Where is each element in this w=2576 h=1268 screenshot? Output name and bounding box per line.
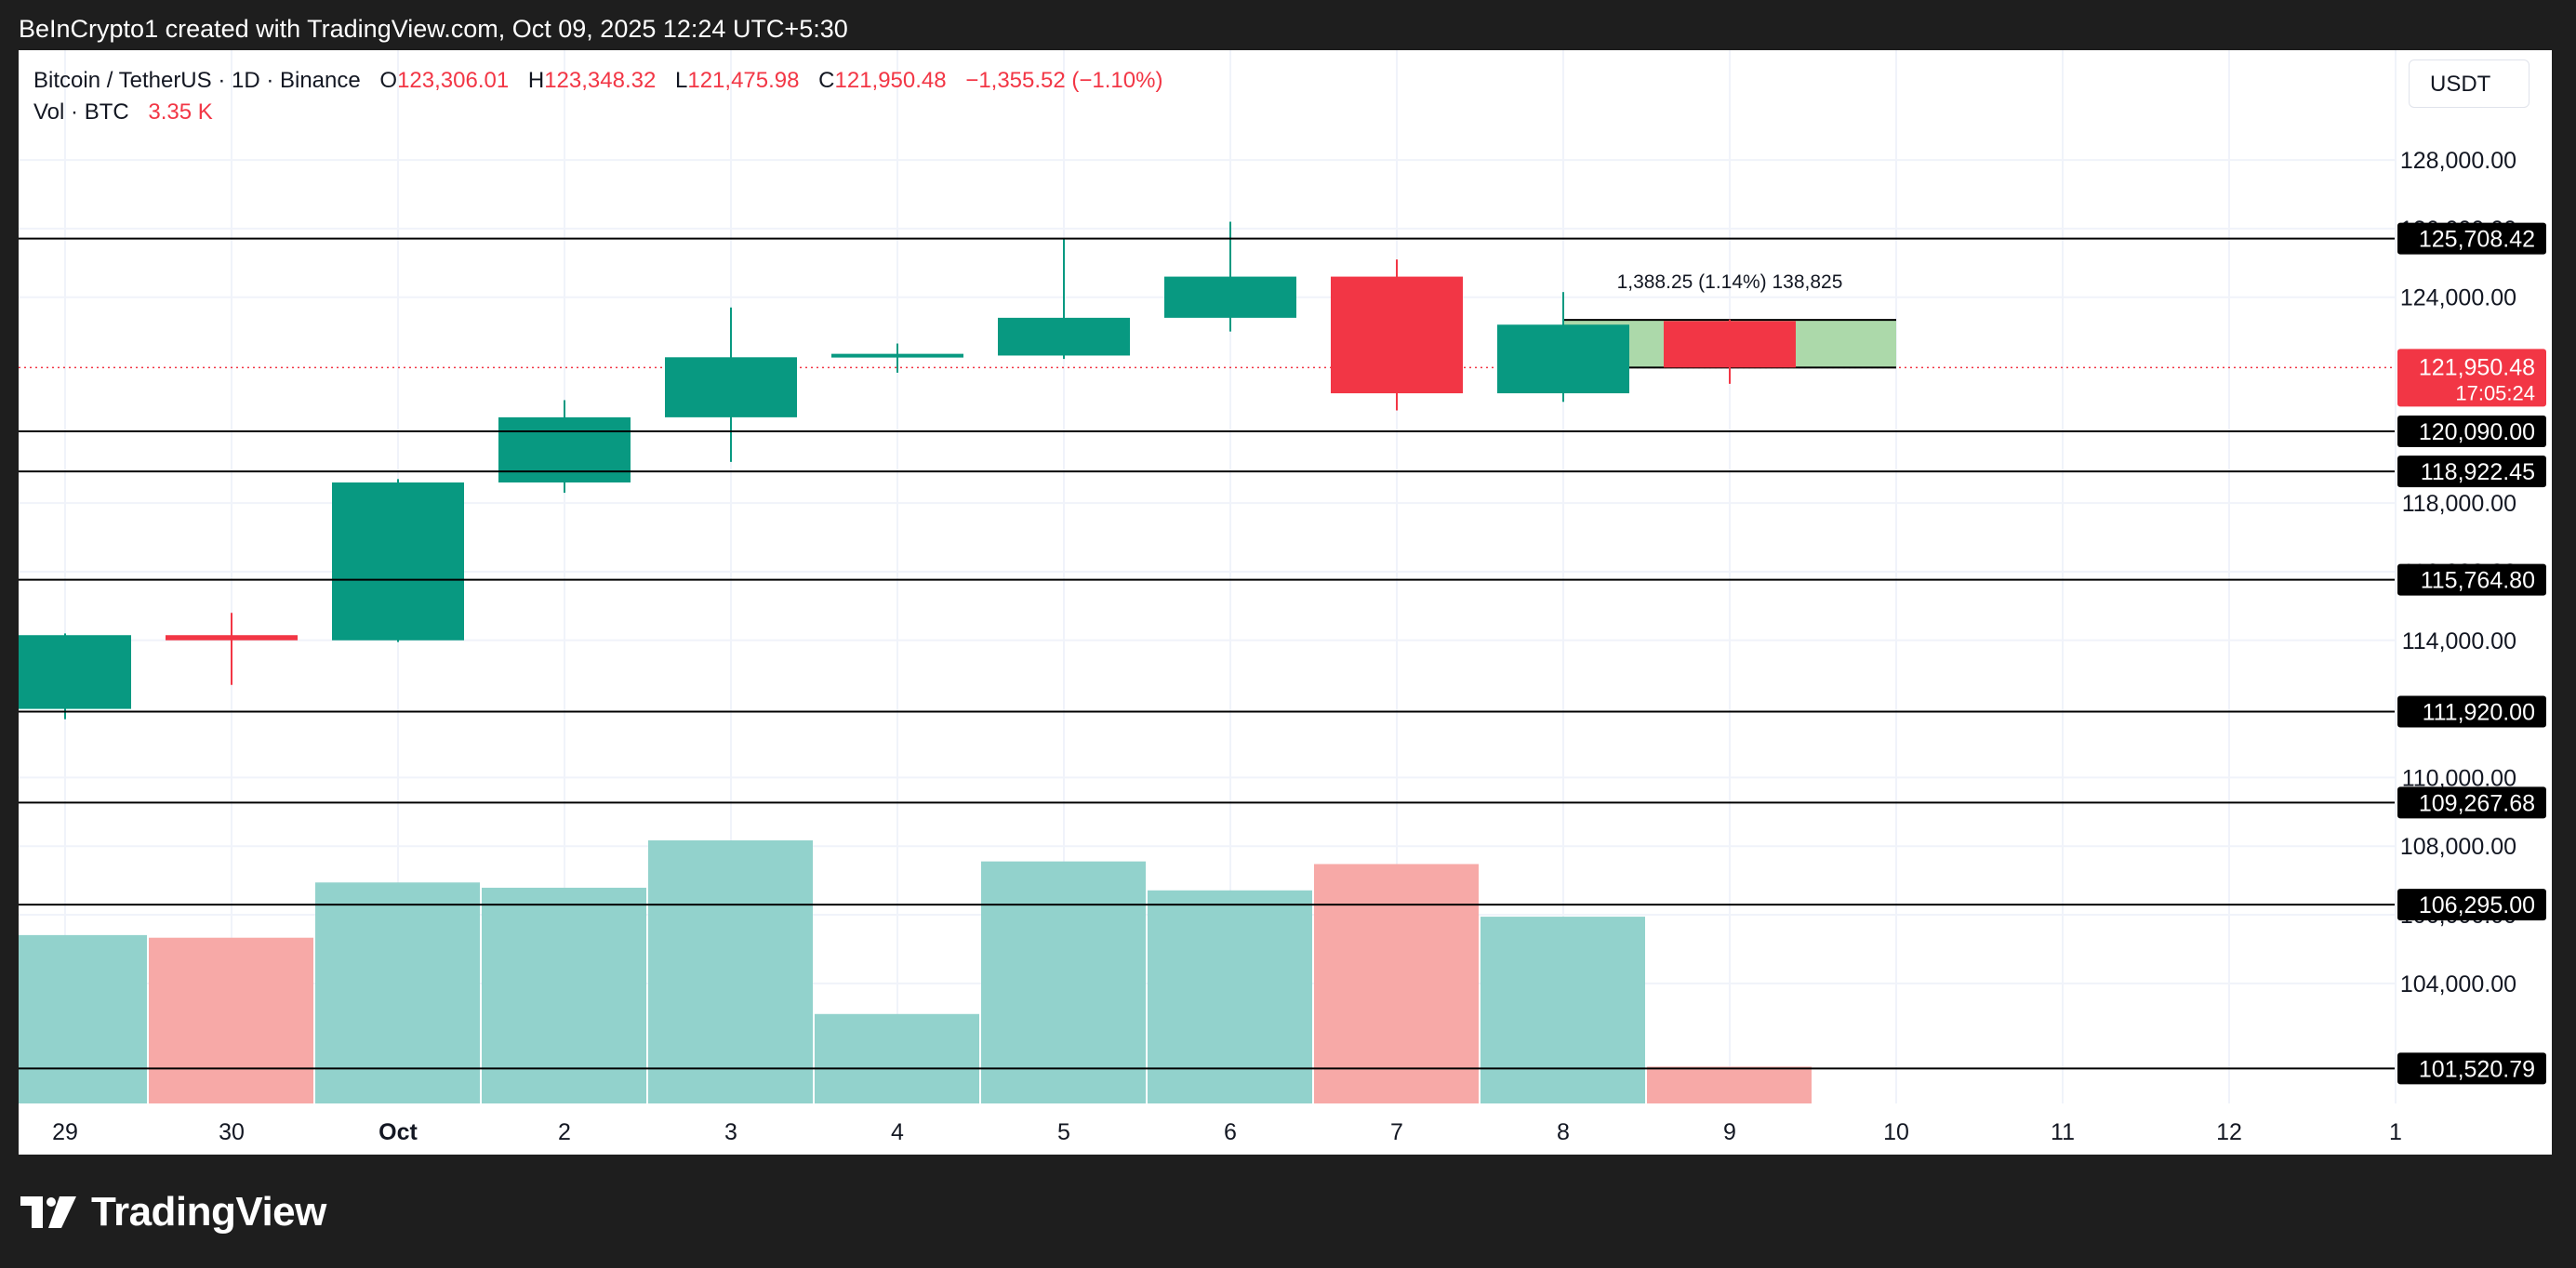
chart-panel[interactable]: 128,000.00126,000.00124,000.00118,000.00… — [19, 50, 2552, 1155]
x-tick-label: 2 — [558, 1119, 571, 1145]
low-value: 121,475.98 — [687, 68, 800, 93]
volume-bar — [482, 887, 646, 1103]
tradingview-logo: TradingView — [20, 1189, 326, 1235]
x-tick-label: 29 — [52, 1119, 78, 1145]
candle-body — [166, 635, 298, 641]
candle-countdown-label: 17:05:24 — [2455, 381, 2535, 404]
x-tick-label: 6 — [1224, 1119, 1237, 1145]
level-label-box — [2397, 889, 2546, 921]
high-value: 123,348.32 — [544, 68, 657, 93]
x-tick-label: Oct — [378, 1119, 418, 1145]
level-label-box — [2397, 695, 2546, 728]
chart-legend: Bitcoin / TetherUS · 1D · Binance O123,3… — [33, 65, 1162, 128]
y-tick-label: 108,000.00 — [2400, 834, 2516, 860]
volume-bar — [1647, 1066, 1812, 1103]
x-tick-label: 4 — [891, 1119, 904, 1145]
candle-body — [1664, 321, 1796, 368]
volume-bar — [19, 934, 147, 1103]
currency-button[interactable]: USDT — [2409, 59, 2530, 108]
x-tick-label: 1 — [2389, 1119, 2402, 1145]
x-tick-label: 5 — [1057, 1119, 1070, 1145]
level-label: 125,708.42 — [2419, 227, 2535, 253]
volume-bar — [315, 882, 480, 1103]
x-tick-label: 8 — [1557, 1119, 1570, 1145]
x-tick-label: 9 — [1723, 1119, 1736, 1145]
y-tick-label: 128,000.00 — [2400, 148, 2516, 174]
open-value: 123,306.01 — [397, 68, 510, 93]
volume-value: 3.35 K — [148, 99, 213, 125]
change-value: −1,355.52 (−1.10%) — [965, 68, 1163, 93]
volume-bar — [1148, 890, 1312, 1103]
level-label: 120,090.00 — [2419, 419, 2535, 445]
candle-body — [332, 482, 464, 641]
candle-body — [19, 635, 131, 709]
level-label-box — [2397, 456, 2546, 488]
y-tick-label: 114,000.00 — [2402, 628, 2516, 654]
candle-body — [1497, 324, 1629, 394]
level-label: 109,267.68 — [2419, 790, 2535, 816]
high-label: H — [527, 68, 545, 93]
candle-body — [498, 416, 631, 483]
volume-bar — [815, 1013, 979, 1103]
candle-body — [998, 317, 1130, 356]
volume-label: Vol · BTC — [33, 99, 129, 125]
y-tick-label: 104,000.00 — [2400, 971, 2516, 997]
volume-bar — [1481, 917, 1645, 1103]
volume-bar — [648, 840, 813, 1103]
close-label: C — [818, 68, 835, 93]
level-label: 111,920.00 — [2423, 700, 2535, 726]
attribution-text: BeInCrypto1 created with TradingView.com… — [19, 15, 848, 43]
level-label: 106,295.00 — [2419, 892, 2535, 918]
x-tick-label: 7 — [1390, 1119, 1403, 1145]
symbol-label: Bitcoin / TetherUS · 1D · Binance — [33, 68, 361, 93]
open-label: O — [379, 68, 398, 93]
measure-box-label: 1,388.25 (1.14%) 138,825 — [1617, 271, 1843, 293]
level-label-box — [2397, 222, 2546, 255]
x-tick-label: 10 — [1883, 1119, 1909, 1145]
level-label-box — [2397, 1052, 2546, 1085]
candle-body — [665, 357, 797, 417]
level-label: 115,764.80 — [2421, 568, 2535, 594]
candle-body — [831, 353, 963, 358]
candle-body — [1331, 276, 1463, 394]
x-tick-label: 3 — [724, 1119, 737, 1145]
close-value: 121,950.48 — [834, 68, 947, 93]
low-label: L — [675, 68, 688, 93]
volume-bar — [149, 937, 313, 1103]
level-label: 118,922.45 — [2421, 459, 2535, 485]
logo-text: TradingView — [91, 1189, 326, 1235]
x-tick-label: 30 — [219, 1119, 245, 1145]
volume-row: Vol · BTC 3.35 K — [33, 97, 1162, 128]
level-label-box — [2397, 416, 2546, 448]
level-label: 101,520.79 — [2419, 1056, 2535, 1082]
volume-bar — [981, 861, 1146, 1103]
tradingview-logo-icon — [20, 1196, 76, 1228]
x-tick-label: 12 — [2216, 1119, 2242, 1145]
price-chart[interactable]: 128,000.00126,000.00124,000.00118,000.00… — [19, 50, 2552, 1155]
candle-body — [1164, 276, 1296, 318]
current-price-badge — [2397, 349, 2546, 407]
ohlc-row: Bitcoin / TetherUS · 1D · Binance O123,3… — [33, 65, 1162, 97]
level-label-box — [2397, 563, 2546, 596]
y-tick-label: 124,000.00 — [2400, 285, 2516, 311]
x-tick-label: 11 — [2051, 1119, 2075, 1145]
level-label-box — [2397, 786, 2546, 819]
y-tick-label: 118,000.00 — [2402, 491, 2516, 517]
current-price-label: 121,950.48 — [2419, 354, 2535, 380]
